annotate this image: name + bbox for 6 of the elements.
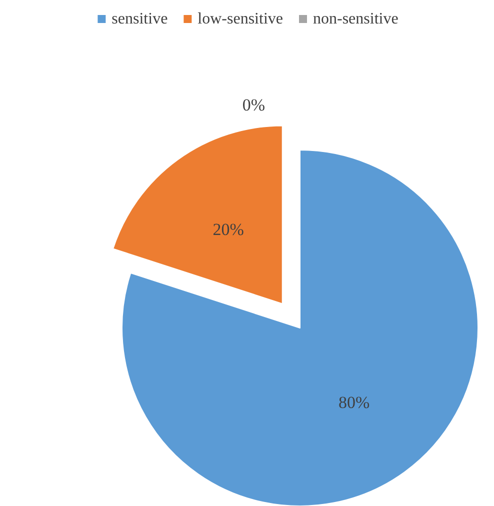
data-label: 20%	[212, 220, 244, 239]
legend-label: non-sensitive	[312, 10, 398, 28]
text: 0%	[242, 96, 265, 114]
legend-label: sensitive	[112, 10, 168, 28]
legend-label: low-sensitive	[198, 10, 284, 28]
data-label: 80%	[338, 392, 370, 412]
